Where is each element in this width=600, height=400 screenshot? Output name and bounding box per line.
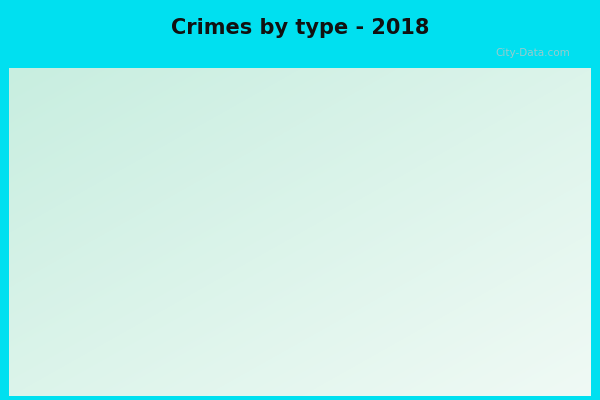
Text: Rapes (10.5%): Rapes (10.5%)	[103, 143, 248, 160]
Text: Burglaries (2.6%): Burglaries (2.6%)	[133, 107, 242, 189]
Wedge shape	[208, 120, 288, 228]
Wedge shape	[270, 119, 288, 228]
Text: Thefts (78.9%): Thefts (78.9%)	[337, 304, 430, 382]
Text: Crimes by type - 2018: Crimes by type - 2018	[171, 18, 429, 38]
Wedge shape	[197, 154, 288, 228]
Text: Assaults (2.6%): Assaults (2.6%)	[70, 169, 280, 215]
Text: Auto thefts (5.3%): Auto thefts (5.3%)	[235, 77, 441, 202]
Text: City-Data.com: City-Data.com	[495, 48, 570, 58]
Wedge shape	[182, 168, 288, 228]
Wedge shape	[179, 119, 397, 337]
